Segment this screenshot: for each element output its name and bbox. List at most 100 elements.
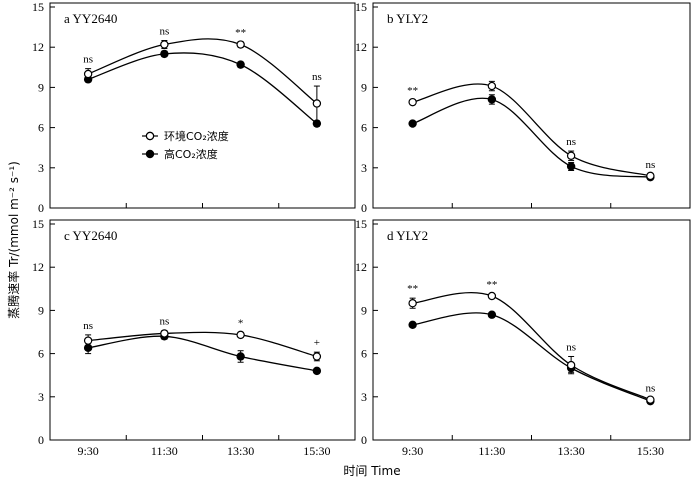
y-tick-label: 15 xyxy=(32,217,44,231)
y-tick-label: 12 xyxy=(355,40,367,54)
data-point-ambient xyxy=(408,97,417,107)
significance-label: * xyxy=(238,318,244,330)
data-point-ambient xyxy=(83,69,93,79)
significance-label: ** xyxy=(486,279,497,291)
data-point-ambient xyxy=(566,151,576,160)
legend-label-elevated: 高CO₂浓度 xyxy=(164,147,218,161)
panel-c: 0 3 6 9 12 15 9:30 11:30 13:30 15:30 c YY2640 ns ns *… xyxy=(32,217,356,458)
significance-label: ns xyxy=(83,54,93,66)
panel-frame xyxy=(372,219,691,441)
data-point-ambient xyxy=(646,171,655,181)
significance-label: ns xyxy=(645,159,655,171)
significance-label: ** xyxy=(407,283,418,295)
x-tick-label: 13:30 xyxy=(557,444,584,458)
legend: 环境CO₂浓度 高CO₂浓度 xyxy=(142,129,229,161)
series-line-elevated xyxy=(412,97,651,178)
y-tick-label: 9 xyxy=(361,80,367,94)
significance-label: + xyxy=(314,337,320,349)
y-tick-label: 9 xyxy=(38,303,44,317)
data-point-ambient xyxy=(646,395,655,404)
data-point-elevated xyxy=(312,119,322,128)
y-tick-label: 3 xyxy=(38,390,44,404)
x-tick-label: 15:30 xyxy=(303,444,330,458)
y-tick-label: 6 xyxy=(38,347,44,361)
y-tick-label: 15 xyxy=(355,217,367,231)
significance-label: ns xyxy=(159,26,169,38)
significance-label: ** xyxy=(407,85,418,97)
legend-open-circle-marker-front xyxy=(145,131,155,141)
y-tick-label: 9 xyxy=(38,80,44,94)
x-tick-label: 15:30 xyxy=(637,444,664,458)
x-tick-label: 9:30 xyxy=(402,444,423,458)
y-tick-label: 3 xyxy=(38,161,44,175)
data-point-elevated xyxy=(312,366,322,376)
data-point-elevated xyxy=(487,95,497,104)
panel-b: 0 3 6 9 12 15 b YLY2 ** ns ns xyxy=(355,0,691,215)
data-point-ambient xyxy=(236,40,245,49)
y-tick-label: 6 xyxy=(361,121,367,135)
data-point-ambient xyxy=(236,330,245,340)
significance-label: ** xyxy=(235,27,246,39)
panel-title: d YLY2 xyxy=(387,228,428,243)
y-tick-label: 15 xyxy=(32,0,44,14)
y-tick-label: 12 xyxy=(355,260,367,274)
panel-title: a YY2640 xyxy=(64,11,117,26)
data-point-elevated xyxy=(160,49,169,59)
x-tick-label: 13:30 xyxy=(227,444,254,458)
y-tick-label: 0 xyxy=(361,433,367,447)
series-line-ambient xyxy=(87,38,318,104)
x-tick-label: 9:30 xyxy=(77,444,98,458)
panel-title: b YLY2 xyxy=(387,11,428,26)
significance-label: ns xyxy=(83,320,93,332)
data-point-ambient xyxy=(312,352,322,361)
x-tick-label: 11:30 xyxy=(151,444,178,458)
significance-label: ns xyxy=(566,136,576,148)
y-axis-title: 蒸腾速率 Tr/(mmol m⁻² s⁻¹) xyxy=(6,161,21,319)
y-tick-label: 0 xyxy=(361,201,367,215)
series-line-elevated xyxy=(412,312,651,402)
significance-label: ns xyxy=(645,383,655,395)
x-tick-label: 11:30 xyxy=(478,444,505,458)
y-tick-label: 15 xyxy=(355,0,367,14)
y-tick-label: 9 xyxy=(361,303,367,317)
y-tick-label: 6 xyxy=(38,121,44,135)
data-point-elevated xyxy=(83,343,93,353)
data-point-elevated xyxy=(236,352,245,361)
data-point-ambient xyxy=(312,99,322,108)
y-tick-label: 12 xyxy=(32,40,44,54)
significance-label: ns xyxy=(159,316,169,328)
y-tick-label: 3 xyxy=(361,390,367,404)
y-tick-label: 0 xyxy=(38,201,44,215)
legend-label-ambient: 环境CO₂浓度 xyxy=(164,129,229,143)
panel-frame xyxy=(49,219,356,441)
significance-label: ns xyxy=(566,341,576,353)
y-tick-label: 0 xyxy=(38,433,44,447)
data-point-elevated xyxy=(236,60,245,69)
data-point-ambient xyxy=(160,329,169,338)
series-line-elevated xyxy=(88,335,317,372)
panel-a: 0 3 6 9 12 15 a YY2640 ns ns ** ns xyxy=(32,0,356,215)
data-point-ambient xyxy=(160,40,169,49)
data-point-elevated xyxy=(408,320,417,329)
panel-title: c YY2640 xyxy=(64,228,117,243)
y-tick-label: 6 xyxy=(361,347,367,361)
panel-frame xyxy=(49,2,356,209)
x-axis-title: 时间 Time xyxy=(343,464,400,478)
series-line-elevated xyxy=(87,52,318,125)
data-point-ambient xyxy=(408,299,417,308)
data-point-elevated xyxy=(408,119,417,128)
series-line-ambient xyxy=(412,83,651,177)
y-tick-label: 12 xyxy=(32,260,44,274)
data-point-ambient xyxy=(487,81,497,91)
data-point-ambient xyxy=(566,360,576,370)
data-point-ambient xyxy=(83,336,93,345)
data-point-elevated xyxy=(566,162,576,171)
data-point-ambient xyxy=(487,291,497,301)
series-line-ambient xyxy=(412,292,651,401)
legend-filled-circle-marker xyxy=(145,149,155,159)
series-line-ambient xyxy=(88,331,318,358)
significance-label: ns xyxy=(312,71,322,83)
panel-d: 0 3 6 9 12 15 9:30 11:30 13:30 15:30 d YLY2 ** ** ns n… xyxy=(355,217,691,458)
